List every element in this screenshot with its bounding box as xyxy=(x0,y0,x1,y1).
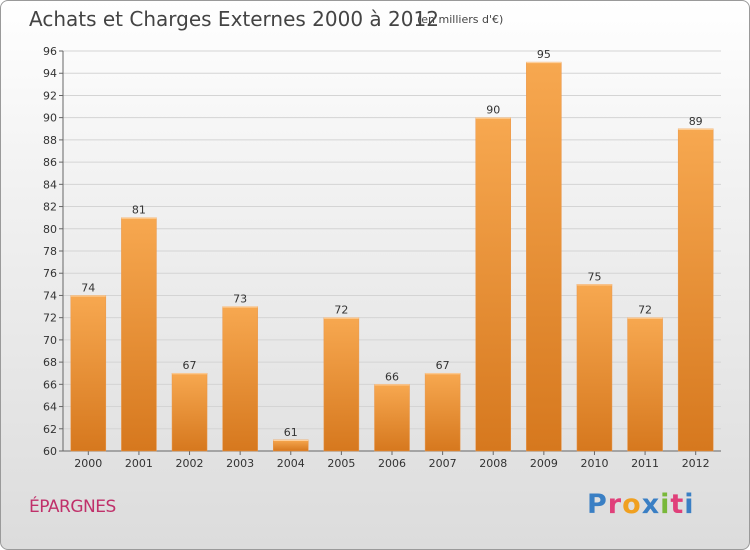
bar-2012 xyxy=(677,128,714,452)
y-tick-label: 64 xyxy=(43,401,57,414)
chart-title: Achats et Charges Externes 2000 à 2012 xyxy=(29,7,439,31)
y-tick-label: 72 xyxy=(43,312,57,325)
bar-2011 xyxy=(627,317,663,452)
y-tick-label: 96 xyxy=(43,45,57,58)
x-tick-label: 2003 xyxy=(226,457,254,470)
data-label: 75 xyxy=(587,270,601,283)
bar-2003 xyxy=(222,306,258,452)
x-tick-label: 2007 xyxy=(429,457,457,470)
logo-letter: i xyxy=(660,489,671,520)
data-label: 89 xyxy=(689,115,703,128)
y-tick-label: 70 xyxy=(43,334,57,347)
bar-2006 xyxy=(374,384,410,452)
y-tick-label: 68 xyxy=(43,356,57,369)
data-label: 90 xyxy=(486,104,500,117)
chart-subtitle: (en milliers d'€) xyxy=(417,13,504,26)
data-label: 66 xyxy=(385,370,399,383)
x-tick-label: 2005 xyxy=(327,457,355,470)
x-tick-label: 2004 xyxy=(277,457,305,470)
y-tick-label: 94 xyxy=(43,67,57,80)
y-tick-label: 74 xyxy=(43,289,57,302)
x-tick-label: 2008 xyxy=(479,457,507,470)
bars xyxy=(70,61,714,452)
logo-letter: t xyxy=(670,489,685,520)
y-tick-label: 76 xyxy=(43,267,57,280)
labels: 74 81 67 73 61 72 66 67 90 95 75 72 89 xyxy=(81,48,702,439)
data-label: 67 xyxy=(436,359,450,372)
data-label: 61 xyxy=(284,426,298,439)
bar-2010 xyxy=(576,284,613,452)
y-tick-label: 60 xyxy=(43,445,57,458)
logo-letter: r xyxy=(607,489,623,520)
logo-letter: x xyxy=(641,489,661,520)
y-tick-label: 90 xyxy=(43,112,57,125)
bar-2002 xyxy=(171,372,208,452)
bar-2009 xyxy=(526,61,562,452)
data-label: 72 xyxy=(334,304,348,317)
bar-2004 xyxy=(273,439,309,452)
axes: 60 62 64 66 68 70 72 74 76 78 80 82 84 86 88 90 92 94 96 20… xyxy=(43,45,721,470)
y-tick-label: 92 xyxy=(43,89,57,102)
x-tick-label: 2002 xyxy=(176,457,204,470)
y-tick-label: 62 xyxy=(43,423,57,436)
bar-2008 xyxy=(475,117,511,452)
data-label: 73 xyxy=(233,293,247,306)
x-tick-label: 2009 xyxy=(530,457,558,470)
logo-letter: o xyxy=(622,489,642,520)
x-tick-label: 2001 xyxy=(125,457,153,470)
y-tick-label: 86 xyxy=(43,156,57,169)
data-label: 67 xyxy=(183,359,197,372)
y-tick-label: 78 xyxy=(43,245,57,258)
bar-2007 xyxy=(424,372,461,452)
x-tick-label: 2010 xyxy=(580,457,608,470)
commune-name: ÉPARGNES xyxy=(29,497,116,517)
x-tick-label: 2006 xyxy=(378,457,406,470)
y-tick-label: 84 xyxy=(43,178,57,191)
data-label: 74 xyxy=(81,281,95,294)
y-tick-label: 88 xyxy=(43,134,57,147)
data-label: 95 xyxy=(537,48,551,61)
data-label: 72 xyxy=(638,304,652,317)
data-label: 81 xyxy=(132,204,146,217)
bar-2000 xyxy=(70,295,107,452)
y-tick-label: 66 xyxy=(43,378,57,391)
bar-2005 xyxy=(323,317,360,452)
x-tick-label: 2011 xyxy=(631,457,659,470)
logo-letter: i xyxy=(684,489,695,520)
y-tick-label: 80 xyxy=(43,223,57,236)
proxiti-logo[interactable]: Proxiti xyxy=(587,489,695,520)
bar-2001 xyxy=(121,217,157,452)
y-tick-label: 82 xyxy=(43,201,57,214)
x-tick-label: 2012 xyxy=(682,457,710,470)
x-tick-label: 2000 xyxy=(74,457,102,470)
logo-letter: P xyxy=(587,489,608,520)
